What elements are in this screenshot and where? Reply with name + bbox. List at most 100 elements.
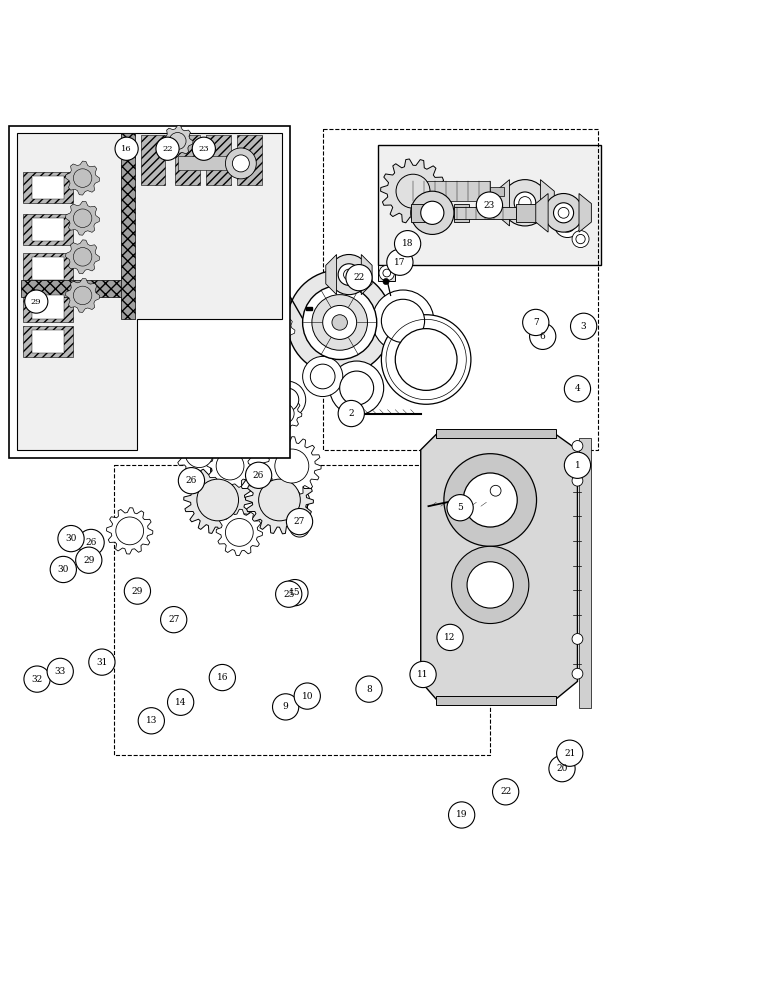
Bar	[516, 204, 558, 222]
Circle shape	[50, 556, 76, 583]
Text: 22: 22	[500, 787, 511, 796]
Circle shape	[519, 197, 531, 209]
Bar	[121, 133, 135, 319]
Text: 21: 21	[564, 749, 575, 758]
Text: 22: 22	[354, 273, 364, 282]
Text: 2: 2	[348, 409, 354, 418]
Bar	[436, 429, 556, 438]
Circle shape	[282, 580, 308, 606]
Circle shape	[286, 508, 313, 535]
Circle shape	[411, 191, 454, 234]
Polygon shape	[66, 201, 100, 235]
Circle shape	[554, 211, 581, 238]
Circle shape	[558, 207, 569, 218]
Bar	[52, 438, 90, 454]
Circle shape	[78, 529, 104, 556]
Circle shape	[338, 400, 364, 427]
Polygon shape	[378, 145, 601, 265]
Circle shape	[549, 756, 575, 782]
Text: 12: 12	[445, 633, 455, 642]
Circle shape	[410, 661, 436, 688]
Polygon shape	[17, 133, 282, 450]
Bar	[306, 307, 312, 310]
Polygon shape	[176, 431, 222, 477]
Circle shape	[225, 148, 256, 179]
Polygon shape	[216, 509, 262, 556]
Bar	[23, 172, 73, 203]
Circle shape	[232, 155, 249, 172]
Circle shape	[161, 607, 187, 633]
Bar	[66, 419, 103, 434]
Polygon shape	[496, 180, 510, 226]
Circle shape	[329, 255, 369, 295]
Circle shape	[80, 381, 98, 400]
Circle shape	[493, 779, 519, 805]
Circle shape	[73, 209, 92, 227]
Circle shape	[245, 462, 272, 488]
Text: 4: 4	[574, 384, 581, 393]
Circle shape	[572, 668, 583, 679]
Circle shape	[554, 203, 574, 223]
Circle shape	[330, 361, 384, 415]
Bar	[32, 257, 64, 280]
Bar	[378, 265, 395, 281]
Circle shape	[168, 689, 194, 715]
Bar	[490, 187, 504, 196]
Text: 19: 19	[456, 810, 467, 819]
Polygon shape	[66, 278, 100, 312]
Circle shape	[381, 299, 425, 343]
Bar	[454, 204, 469, 222]
Circle shape	[209, 664, 235, 691]
Circle shape	[52, 406, 71, 424]
Text: 30: 30	[66, 534, 76, 543]
Text: 16: 16	[217, 673, 228, 682]
Polygon shape	[579, 194, 591, 232]
Text: 22: 22	[162, 145, 173, 153]
Circle shape	[387, 249, 413, 275]
Circle shape	[282, 286, 290, 294]
Polygon shape	[536, 194, 548, 232]
Text: 8: 8	[366, 685, 372, 694]
Bar	[23, 326, 73, 357]
Circle shape	[73, 169, 92, 187]
Circle shape	[259, 479, 300, 521]
Circle shape	[544, 194, 583, 232]
Circle shape	[83, 385, 94, 396]
Circle shape	[294, 683, 320, 709]
Circle shape	[225, 519, 253, 546]
Bar	[436, 696, 556, 705]
Text: 26: 26	[86, 538, 96, 547]
Circle shape	[290, 490, 310, 510]
Text: 18: 18	[402, 239, 413, 248]
Circle shape	[312, 295, 367, 350]
Circle shape	[310, 364, 335, 389]
Text: 25: 25	[283, 590, 294, 599]
Text: 16: 16	[121, 145, 132, 153]
Circle shape	[340, 371, 374, 405]
Circle shape	[372, 290, 434, 352]
Circle shape	[447, 495, 473, 521]
Circle shape	[276, 581, 302, 607]
Text: 27: 27	[294, 517, 305, 526]
Polygon shape	[184, 466, 252, 534]
Text: 17: 17	[394, 258, 405, 267]
Circle shape	[56, 410, 67, 420]
Text: 13: 13	[146, 716, 157, 725]
Bar	[36, 321, 45, 338]
Text: 26: 26	[253, 471, 264, 480]
Circle shape	[467, 562, 513, 608]
Text: 30: 30	[58, 565, 69, 574]
Bar	[454, 207, 516, 219]
Circle shape	[379, 265, 394, 281]
Circle shape	[287, 270, 392, 375]
Circle shape	[89, 649, 115, 675]
Circle shape	[383, 269, 391, 277]
Bar	[206, 135, 231, 185]
Bar	[116, 378, 162, 397]
Circle shape	[47, 658, 73, 685]
Circle shape	[58, 525, 84, 552]
Polygon shape	[162, 126, 193, 156]
Circle shape	[452, 546, 529, 624]
Bar	[32, 176, 64, 199]
Text: 11: 11	[418, 670, 428, 679]
